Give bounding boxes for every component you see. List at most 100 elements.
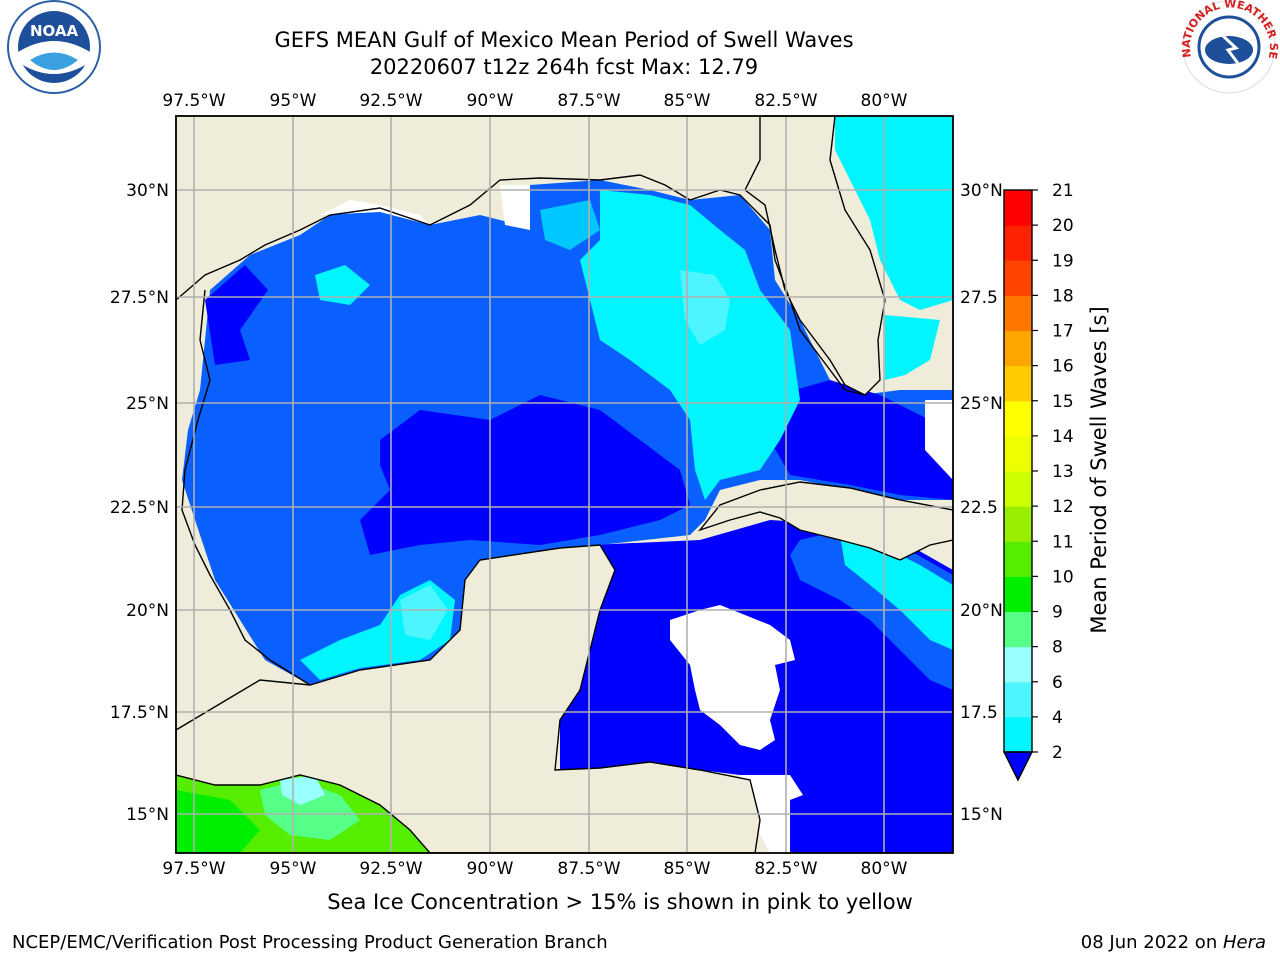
bottom-lon-label: 87.5°W — [557, 859, 620, 879]
top-lon-label: 82.5°W — [754, 91, 817, 111]
top-lon-label: 90°W — [467, 91, 514, 111]
caribbean-nodata — [670, 605, 795, 750]
left-lat-label: 30°N — [126, 181, 169, 201]
left-lat-label: 25°N — [126, 394, 169, 414]
gulf-west-core — [205, 265, 268, 365]
left-lat-label: 27.5°N — [110, 288, 169, 308]
right-lat-label: 15°N — [960, 805, 1003, 825]
colorbar-segment — [1004, 681, 1032, 718]
colorbar-tick-label: 17 — [1052, 322, 1074, 342]
chart-title: GEFS MEAN Gulf of Mexico Mean Period of … — [274, 28, 854, 52]
chart-subtitle: 20220607 t12z 264h fcst Max: 12.79 — [369, 55, 759, 79]
colorbar-segment — [1004, 471, 1032, 507]
caribbean-light-band — [840, 535, 953, 650]
bottom-lon-label: 92.5°W — [359, 859, 422, 879]
left-lat-label: 22.5°N — [110, 498, 169, 518]
atlantic-nodata — [925, 400, 953, 480]
colorbar-tick-label: 4 — [1052, 708, 1063, 728]
top-lon-label: 95°W — [270, 91, 317, 111]
atlantic-cyan-south — [885, 315, 940, 380]
gulf-core-zone — [360, 395, 690, 555]
colorbar-segment — [1004, 611, 1032, 648]
right-lat-label: 20°N — [960, 601, 1003, 621]
colorbar-tick-label: 2 — [1052, 743, 1063, 763]
top-lon-label: 92.5°W — [359, 91, 422, 111]
north-coast-nodata — [320, 200, 430, 225]
colorbar-segment — [1004, 295, 1032, 331]
pacific-cyan — [280, 775, 325, 805]
colorbar-segment — [1004, 506, 1032, 542]
svg-text:NOAA: NOAA — [30, 22, 79, 40]
footer-branch: NCEP/EMC/Verification Post Processing Pr… — [12, 932, 608, 953]
atlantic-cyan-zone — [835, 116, 953, 310]
colorbar-segment — [1004, 646, 1032, 683]
gulf-west-cyan — [315, 265, 370, 305]
bottom-lon-label: 80°W — [861, 859, 908, 879]
coast-nodata-east — [500, 185, 530, 230]
mexico-coastline — [181, 289, 311, 686]
colorbar-segment — [1004, 716, 1032, 753]
east-gulf-light-cyan — [680, 270, 730, 345]
colorbar-tick-label: 19 — [1052, 251, 1074, 271]
right-lat-label: 17.5 — [960, 703, 998, 723]
footer-date: 08 Jun 2022 on Hera — [1080, 932, 1266, 953]
right-lat-label: 27.5 — [960, 288, 998, 308]
colorbar-label: Mean Period of Swell Waves [s] — [1087, 306, 1111, 633]
gulf-east-core — [760, 380, 953, 500]
colorbar-tick-label: 6 — [1052, 673, 1063, 693]
noaa-logo: NOAA — [7, 0, 101, 94]
yucatan-light-cyan — [400, 585, 448, 640]
footer-host: Hera — [1222, 932, 1266, 953]
map-frame — [175, 115, 954, 854]
right-lat-label: 22.5 — [960, 498, 998, 518]
colorbar-tick-label: 11 — [1052, 532, 1074, 552]
colorbar-tick-label: 9 — [1052, 603, 1063, 623]
colorbar-segment — [1004, 435, 1032, 472]
colorbar-segment — [1004, 400, 1032, 437]
left-lat-label: 20°N — [126, 601, 169, 621]
svg-text:NATIONAL WEATHER SERVICE: NATIONAL WEATHER SERVICE — [0, 0, 1280, 60]
bottom-lon-label: 90°W — [467, 859, 514, 879]
pacific-bright-green — [176, 790, 260, 853]
colorbar-tick-label: 15 — [1052, 392, 1074, 412]
gridlines — [176, 116, 953, 853]
colorbar-tick-label: 14 — [1052, 427, 1074, 447]
left-lat-label: 15°N — [126, 805, 169, 825]
bottom-lon-label: 95°W — [270, 859, 317, 879]
colorbar-tick-label: 12 — [1052, 497, 1074, 517]
colorbar-segment — [1004, 225, 1032, 261]
nws-logo: NATIONAL WEATHER SERVICE — [0, 0, 1280, 94]
colorbar-segment — [1004, 190, 1032, 226]
bottom-lon-label: 97.5°W — [162, 859, 225, 879]
colorbar-tick-label: 10 — [1052, 567, 1074, 587]
colorbar-tick-label: 13 — [1052, 462, 1074, 482]
colorbar-tick-label: 20 — [1052, 216, 1074, 236]
colorbar-segment — [1004, 260, 1032, 296]
sea-ice-note: Sea Ice Concentration > 15% is shown in … — [327, 890, 913, 914]
colorbar-segment — [1004, 365, 1032, 402]
top-lon-label: 80°W — [861, 91, 908, 111]
right-lat-label: 30°N — [960, 181, 1003, 201]
colorbar-under-extension — [1002, 751, 1034, 782]
gulf-north-cyan — [540, 200, 600, 250]
colorbar: 2 4 6 8 9 10 11 12 13 14 15 16 17 18 19 20 21 — [1002, 181, 1074, 782]
us-coastline — [176, 174, 866, 396]
colorbar-tick-label: 8 — [1052, 638, 1063, 658]
colorbar-segment — [1004, 541, 1032, 577]
colorbar-tick-label: 21 — [1052, 181, 1074, 201]
east-gulf-cyan-zone — [580, 190, 800, 500]
bottom-lon-label: 85°W — [664, 859, 711, 879]
colorbar-segment — [1004, 576, 1032, 612]
map-area — [176, 116, 953, 853]
left-lat-label: 17.5°N — [110, 703, 169, 723]
florida-land — [744, 116, 886, 396]
right-lat-label: 25°N — [960, 394, 1003, 414]
top-lon-label: 87.5°W — [557, 91, 620, 111]
colorbar-segment — [1004, 330, 1032, 367]
bottom-lon-label: 82.5°W — [754, 859, 817, 879]
top-lon-label: 85°W — [664, 91, 711, 111]
colorbar-tick-label: 16 — [1052, 357, 1074, 377]
top-lon-label: 97.5°W — [162, 91, 225, 111]
colorbar-tick-label: 18 — [1052, 286, 1074, 306]
